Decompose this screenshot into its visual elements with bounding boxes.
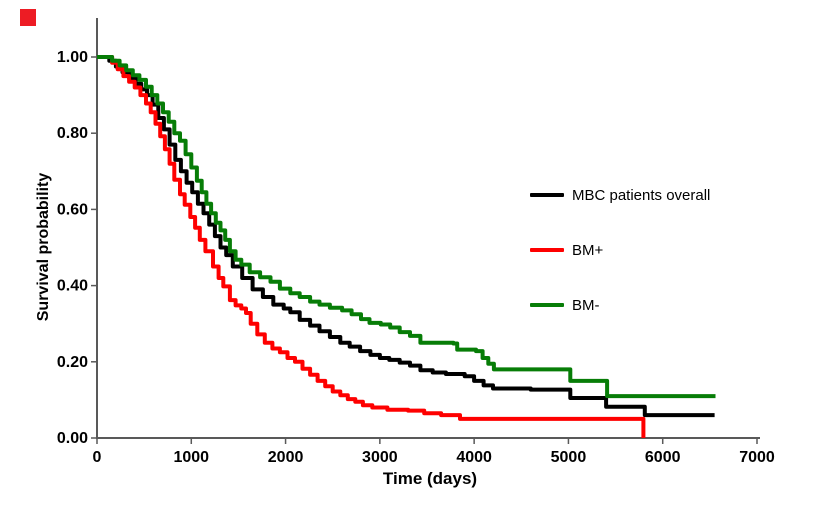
red-annotation-marker xyxy=(20,9,36,26)
x-axis-title: Time (days) xyxy=(382,469,478,488)
x-tick-label: 4000 xyxy=(456,449,492,466)
y-tick-label: 0.00 xyxy=(57,430,88,447)
series-curve-0 xyxy=(97,55,715,418)
x-tick-label: 3000 xyxy=(362,449,398,466)
legend-label-bm-negative: BM- xyxy=(572,296,600,314)
y-axis-title: Survival probability xyxy=(35,172,52,322)
x-tick-label: 1000 xyxy=(173,449,209,466)
series-curve-2 xyxy=(97,55,716,399)
y-tick-label: 0.20 xyxy=(57,354,88,371)
y-tick-label: 0.80 xyxy=(57,125,88,142)
legend-label-mbc-overall: MBC patients overall xyxy=(572,186,711,204)
x-tick-label: 5000 xyxy=(551,449,587,466)
x-tick-label: 0 xyxy=(93,449,102,466)
series-curve-1 xyxy=(97,55,646,438)
x-tick-label: 2000 xyxy=(268,449,304,466)
y-tick-label: 0.60 xyxy=(57,201,88,218)
legend-item-mbc-overall: MBC patients overall xyxy=(530,186,711,204)
y-tick-label: 1.00 xyxy=(57,49,88,66)
y-tick-label: 0.40 xyxy=(57,278,88,295)
x-tick-label: 6000 xyxy=(645,449,681,466)
legend-item-bm-negative: BM- xyxy=(530,296,600,314)
legend-item-bm-positive: BM+ xyxy=(530,241,604,259)
x-tick-label: 7000 xyxy=(739,449,775,466)
legend-line-black xyxy=(530,193,564,197)
legend-line-green xyxy=(530,303,564,307)
legend-label-bm-positive: BM+ xyxy=(572,241,604,259)
legend-line-red xyxy=(530,248,564,252)
